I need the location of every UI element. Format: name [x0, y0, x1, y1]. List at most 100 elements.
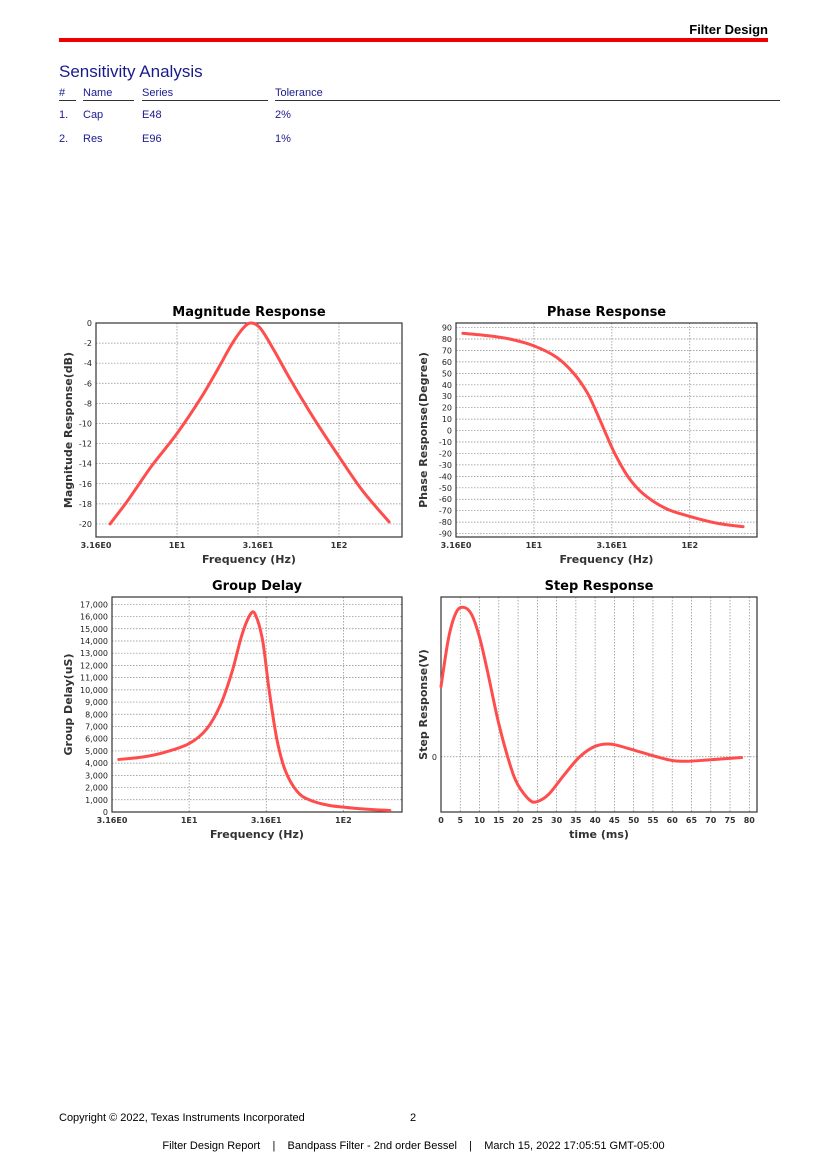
x-tick-label: 80 — [744, 816, 756, 825]
gd-chart: 3.16E0 1E1 3.16E1 1E2 0 1,000 2,000 3,000 4,000 5… — [62, 579, 403, 841]
y-tick-label: 20 — [442, 404, 452, 413]
series-line — [117, 610, 392, 813]
y-tick-label: 16,000 — [80, 613, 108, 622]
footer-report-info: Filter Design Report | Bandpass Filter -… — [162, 1140, 665, 1152]
x-tick-label: 3.16E1 — [596, 541, 627, 550]
x-tick-label: 45 — [609, 816, 621, 825]
y-tick-label: 5,000 — [85, 747, 108, 756]
sensitivity-table: # Name Series Tolerance 1. Cap E48 2% 2.… — [59, 85, 780, 149]
phase-chart: 3.16E0 1E1 3.16E1 1E2 90 80 70 60 50 40 30 20 10 0 -10… — [417, 305, 758, 566]
row-tolerance: 2% — [275, 109, 291, 121]
y-tick-label: -60 — [439, 495, 452, 504]
x-tick-label: 70 — [705, 816, 717, 825]
x-tick-label: 55 — [647, 816, 659, 825]
footer-copyright: Copyright © 2022, Texas Instruments Inco… — [59, 1112, 305, 1124]
row-tolerance: 1% — [275, 133, 291, 145]
y-tick-label: 1,000 — [85, 796, 108, 805]
x-tick-label: 1E1 — [181, 816, 198, 825]
y-tick-label: 4,000 — [85, 759, 108, 768]
y-tick-label: 7,000 — [85, 722, 108, 731]
x-tick-label: 1E1 — [526, 541, 543, 550]
y-tick-label: 0 — [447, 427, 452, 436]
header-rule — [59, 38, 768, 42]
plot-frame — [455, 322, 758, 538]
y-tick-label: -14 — [79, 460, 92, 469]
y-tick-label: -30 — [439, 461, 452, 470]
y-tick-label: -40 — [439, 472, 452, 481]
plot-frame — [111, 596, 403, 813]
y-tick-label: -50 — [439, 484, 452, 493]
y-tick-label: -16 — [79, 480, 92, 489]
y-tick-label: -10 — [439, 438, 452, 447]
x-tick-label: 40 — [590, 816, 602, 825]
y-tick-label: 30 — [442, 392, 452, 401]
x-axis-label: time (ms) — [569, 828, 629, 841]
chart-title: Phase Response — [547, 305, 666, 320]
y-tick-label: -2 — [84, 339, 92, 348]
y-tick-label: 10 — [442, 415, 452, 424]
chart-title: Step Response — [545, 579, 654, 594]
col-header-series: Series — [142, 85, 268, 101]
y-tick-label: 10,000 — [80, 686, 108, 695]
x-tick-label: 5 — [457, 816, 463, 825]
footer-page-number: 2 — [410, 1112, 417, 1124]
y-tick-label: -20 — [79, 520, 92, 529]
chart-title: Magnitude Response — [172, 305, 326, 320]
row-name: Res — [83, 133, 103, 145]
y-axis-label: Group Delay(uS) — [62, 654, 75, 756]
x-tick-label: 3.16E0 — [441, 541, 472, 550]
y-tick-label: -20 — [439, 449, 452, 458]
y-axis-label: Magnitude Response(dB) — [62, 352, 75, 508]
x-tick-label: 3.16E0 — [81, 541, 112, 550]
row-series: E96 — [142, 133, 162, 145]
y-tick-label: 12,000 — [80, 661, 108, 670]
section-title: Sensitivity Analysis — [59, 62, 203, 81]
series-line — [461, 331, 745, 529]
plot-frame — [440, 596, 758, 813]
x-tick-label: 0 — [438, 816, 444, 825]
series-line — [108, 321, 391, 526]
y-tick-label: 2,000 — [85, 784, 108, 793]
y-tick-label: 13,000 — [80, 649, 108, 658]
x-tick-label: 1E2 — [331, 541, 348, 550]
chart-title: Group Delay — [212, 579, 303, 594]
y-tick-label: 8,000 — [85, 710, 108, 719]
x-tick-label: 1E1 — [169, 541, 186, 550]
y-tick-label: -18 — [79, 500, 92, 509]
table-row: 2. Res E96 1% — [59, 125, 780, 149]
table-row: 1. Cap E48 2% — [59, 101, 780, 125]
y-tick-label: -4 — [84, 359, 92, 368]
mag-chart: 3.16E0 1E1 3.16E1 1E2 0 -2 -4 -6 -8 -10 -12 -14 -16 -… — [62, 305, 403, 566]
row-num: 1. — [59, 109, 69, 121]
x-tick-label: 60 — [667, 816, 679, 825]
y-tick-label: 15,000 — [80, 625, 108, 634]
x-tick-label: 3.16E1 — [251, 816, 282, 825]
x-axis-label: Frequency (Hz) — [560, 553, 654, 566]
y-tick-label: 90 — [442, 324, 452, 333]
x-tick-label: 35 — [570, 816, 582, 825]
y-tick-label: -8 — [84, 399, 92, 408]
x-tick-label: 30 — [551, 816, 563, 825]
y-tick-label: 0 — [87, 319, 92, 328]
y-tick-label: -12 — [79, 440, 92, 449]
x-axis-label: Frequency (Hz) — [210, 828, 304, 841]
y-tick-label: -90 — [439, 530, 452, 539]
y-tick-label: 50 — [442, 369, 452, 378]
y-axis-label: Phase Response(Degree) — [417, 352, 430, 508]
table-header-row: # Name Series Tolerance — [59, 85, 780, 101]
y-tick-label: 6,000 — [85, 735, 108, 744]
x-tick-label: 25 — [532, 816, 544, 825]
x-tick-label: 15 — [493, 816, 505, 825]
y-tick-label: 0 — [432, 753, 437, 762]
y-tick-label: 60 — [442, 358, 452, 367]
y-tick-label: -10 — [79, 419, 92, 428]
y-tick-label: 11,000 — [80, 674, 108, 683]
y-tick-label: 40 — [442, 381, 452, 390]
col-header-name: Name — [83, 85, 134, 101]
col-header-tolerance: Tolerance — [275, 85, 780, 101]
row-series: E48 — [142, 109, 162, 121]
x-tick-label: 3.16E0 — [97, 816, 128, 825]
